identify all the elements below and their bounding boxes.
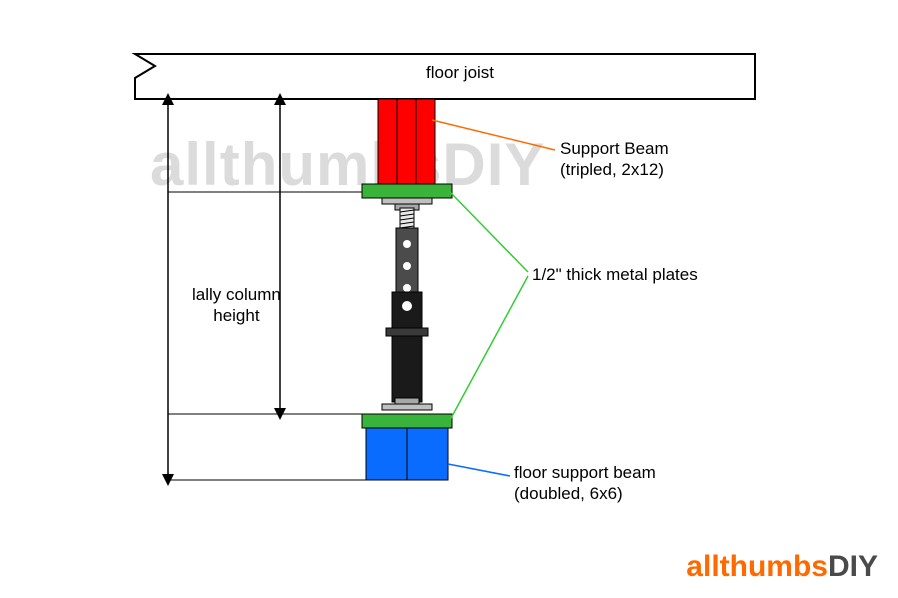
bottom-flange <box>382 398 432 410</box>
logo-part-b: DIY <box>828 550 878 583</box>
bottom-metal-plate <box>362 414 452 428</box>
brand-logo: allthumbsDIY <box>686 550 878 584</box>
label-floor-joist: floor joist <box>426 62 494 83</box>
lally-lower-tube <box>386 292 428 402</box>
leader-support-beam <box>432 120 555 150</box>
leader-plate-bottom <box>450 276 528 420</box>
label-floor-support-beam: floor support beam (doubled, 6x6) <box>514 462 656 505</box>
leader-floor-beam <box>448 464 510 476</box>
logo-part-a: allthumbs <box>686 550 828 583</box>
floor-support-beam <box>366 428 448 480</box>
diagram-svg <box>0 0 898 598</box>
diagram-canvas: allthumbsDIY <box>0 0 898 598</box>
label-support-beam: Support Beam (tripled, 2x12) <box>560 138 669 181</box>
support-beam <box>378 99 435 184</box>
top-metal-plate <box>362 184 452 198</box>
label-metal-plates: 1/2" thick metal plates <box>532 264 698 285</box>
screw-thread <box>400 208 414 230</box>
label-lally-column: lally column height <box>192 284 281 327</box>
leader-plate-top <box>450 192 528 272</box>
